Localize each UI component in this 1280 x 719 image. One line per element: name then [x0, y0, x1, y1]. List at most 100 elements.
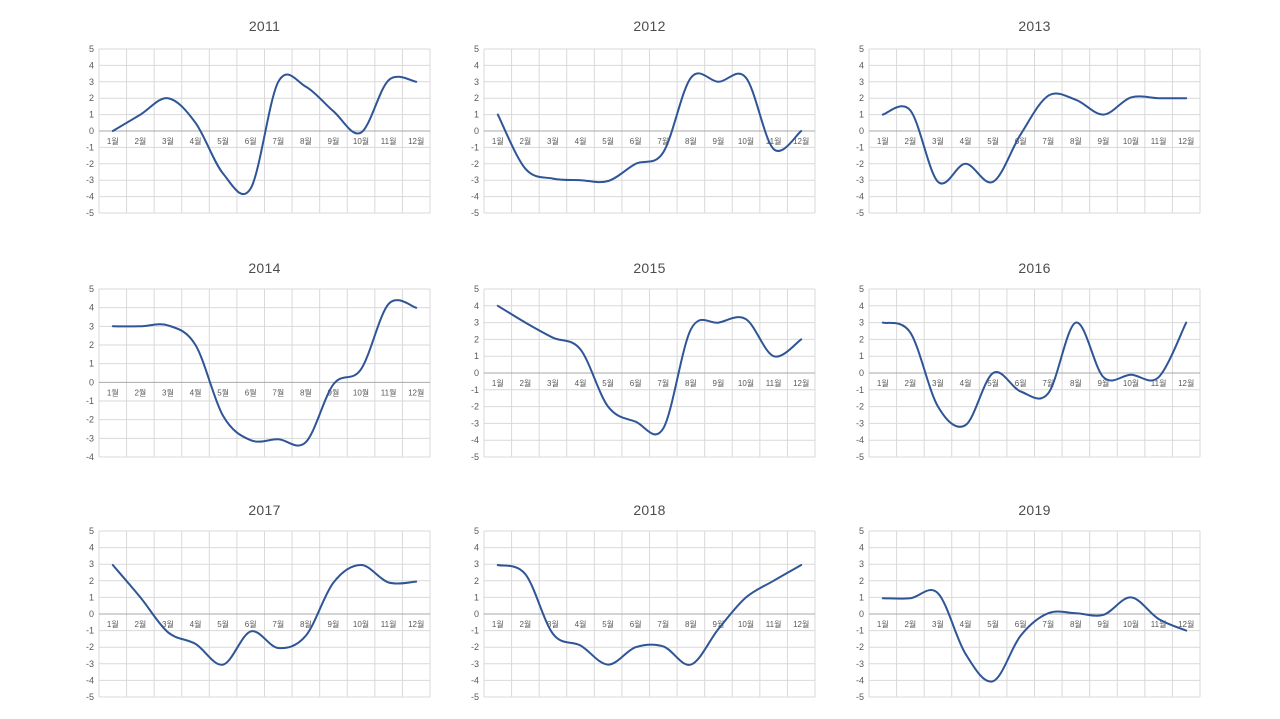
- x-tick-label: 7월: [272, 136, 284, 146]
- y-tick-label: 2: [859, 576, 864, 586]
- y-tick-label: 0: [859, 609, 864, 619]
- x-tick-label: 1월: [492, 136, 504, 146]
- y-tick-label: 5: [89, 284, 94, 294]
- y-tick-label: -2: [856, 642, 864, 652]
- x-tick-label: 7월: [272, 619, 284, 629]
- x-tick-label: 4월: [190, 136, 202, 146]
- y-tick-label: 2: [89, 576, 94, 586]
- y-tick-label: -2: [856, 402, 864, 412]
- x-tick-label: 1월: [107, 619, 119, 629]
- x-tick-label: 9월: [1098, 378, 1110, 388]
- y-tick-label: 4: [89, 303, 94, 313]
- x-tick-label: 2월: [134, 619, 146, 629]
- x-tick-label: 6월: [1015, 136, 1027, 146]
- y-axis-labels: -5 -4 -3 -2 -1 0 1 2 3 4 5: [471, 44, 479, 218]
- y-tick-label: -1: [856, 385, 864, 395]
- x-tick-label: 12월: [408, 619, 424, 629]
- gridlines: [483, 530, 816, 698]
- x-tick-label: 5월: [602, 619, 614, 629]
- y-tick-label: -3: [856, 175, 864, 185]
- x-tick-label: 12월: [408, 136, 424, 146]
- series-line: [881, 92, 1188, 185]
- x-tick-label: 8월: [685, 619, 697, 629]
- plot-area: -5 -4 -3 -2 -1 0 1 2 3 4 5 1월 2월 3월 4월 5월 6월 7월 8월 9월 10월 11월…: [86, 44, 431, 218]
- y-tick-label: 3: [474, 318, 479, 328]
- x-tick-label: 7월: [272, 387, 284, 397]
- gridlines: [868, 288, 1201, 458]
- series-line: [496, 72, 803, 184]
- y-tick-label: -5: [471, 208, 479, 218]
- y-tick-label: -5: [86, 692, 94, 702]
- x-axis-labels: 1월 2월 3월 4월 5월 6월 7월 8월 9월 10월 11월 12월: [107, 136, 424, 146]
- x-tick-label: 2월: [519, 378, 531, 388]
- y-tick-label: -1: [86, 396, 94, 406]
- y-tick-label: 4: [859, 301, 864, 311]
- x-tick-label: 3월: [162, 136, 174, 146]
- y-tick-label: 1: [474, 110, 479, 120]
- x-tick-label: 9월: [713, 378, 725, 388]
- x-tick-label: 8월: [685, 136, 697, 146]
- y-tick-label: -5: [471, 452, 479, 462]
- x-tick-label: 11월: [381, 619, 397, 629]
- x-tick-label: 10월: [738, 136, 754, 146]
- x-axis-labels: 1월 2월 3월 4월 5월 6월 7월 8월 9월 10월 11월 12월: [492, 619, 809, 629]
- x-tick-label: 4월: [190, 387, 202, 397]
- x-axis-labels: 1월 2월 3월 4월 5월 6월 7월 8월 9월 10월 11월 12월: [877, 378, 1194, 388]
- y-tick-label: -1: [86, 142, 94, 152]
- x-tick-label: 10월: [1123, 619, 1139, 629]
- y-tick-label: 5: [859, 526, 864, 536]
- y-tick-label: 5: [474, 284, 479, 294]
- y-tick-label: 3: [859, 77, 864, 87]
- y-tick-label: -4: [856, 435, 864, 445]
- y-tick-label: 4: [474, 60, 479, 70]
- y-tick-label: 3: [474, 77, 479, 87]
- y-tick-label: 3: [89, 77, 94, 87]
- x-tick-label: 8월: [1070, 136, 1082, 146]
- x-tick-label: 5월: [987, 619, 999, 629]
- y-tick-label: 3: [474, 559, 479, 569]
- x-axis-labels: 1월 2월 3월 4월 5월 6월 7월 8월 9월 10월 11월 12월: [492, 136, 809, 146]
- y-tick-label: -3: [86, 175, 94, 185]
- chart-2017: 2017 -5 -4 -3 -2 -1 0 1 2 3 4 5 1월 2월 3월 4월 5월 6월 7월 8월 9월 1…: [65, 502, 445, 719]
- x-tick-label: 3월: [932, 378, 944, 388]
- x-tick-label: 10월: [353, 619, 369, 629]
- chart-2016: 2016 -5 -4 -3 -2 -1 0 1 2 3 4 5 1월 2월 3월 4월 5월 6월 7월 8월 9월 1…: [835, 260, 1215, 488]
- x-tick-label: 1월: [492, 619, 504, 629]
- x-tick-label: 12월: [793, 378, 809, 388]
- x-tick-label: 2월: [904, 378, 916, 388]
- y-tick-label: -2: [856, 159, 864, 169]
- x-tick-label: 11월: [766, 378, 782, 388]
- chart-title: 2016: [1018, 260, 1051, 276]
- y-axis-labels: -5 -4 -3 -2 -1 0 1 2 3 4 5: [471, 284, 479, 462]
- plot-area: -5 -4 -3 -2 -1 0 1 2 3 4 5 1월 2월 3월 4월 5월 6월 7월 8월 9월 10월 11월…: [471, 44, 816, 218]
- gridlines: [868, 530, 1201, 698]
- y-tick-label: -5: [856, 692, 864, 702]
- y-tick-label: 2: [89, 93, 94, 103]
- y-tick-label: 2: [859, 334, 864, 344]
- y-tick-label: -3: [86, 433, 94, 443]
- y-axis-labels: -5 -4 -3 -2 -1 0 1 2 3 4 5: [856, 526, 864, 702]
- y-tick-label: -4: [86, 452, 94, 462]
- x-tick-label: 2월: [134, 136, 146, 146]
- x-tick-label: 11월: [1151, 619, 1167, 629]
- y-tick-label: 2: [89, 340, 94, 350]
- y-tick-label: -5: [471, 692, 479, 702]
- y-tick-label: 0: [89, 126, 94, 136]
- x-tick-label: 8월: [300, 619, 312, 629]
- x-tick-label: 4월: [190, 619, 202, 629]
- y-tick-label: 3: [89, 321, 94, 331]
- x-tick-label: 10월: [1123, 136, 1139, 146]
- chart-title: 2015: [633, 260, 666, 276]
- y-tick-label: -1: [86, 626, 94, 636]
- x-tick-label: 2월: [904, 619, 916, 629]
- x-tick-label: 4월: [575, 136, 587, 146]
- x-tick-label: 4월: [960, 378, 972, 388]
- x-tick-label: 2월: [134, 387, 146, 397]
- series-line: [881, 589, 1188, 683]
- y-tick-label: -4: [856, 675, 864, 685]
- series-line: [111, 564, 418, 666]
- series-line: [881, 321, 1188, 428]
- x-tick-label: 1월: [877, 378, 889, 388]
- x-tick-label: 4월: [575, 619, 587, 629]
